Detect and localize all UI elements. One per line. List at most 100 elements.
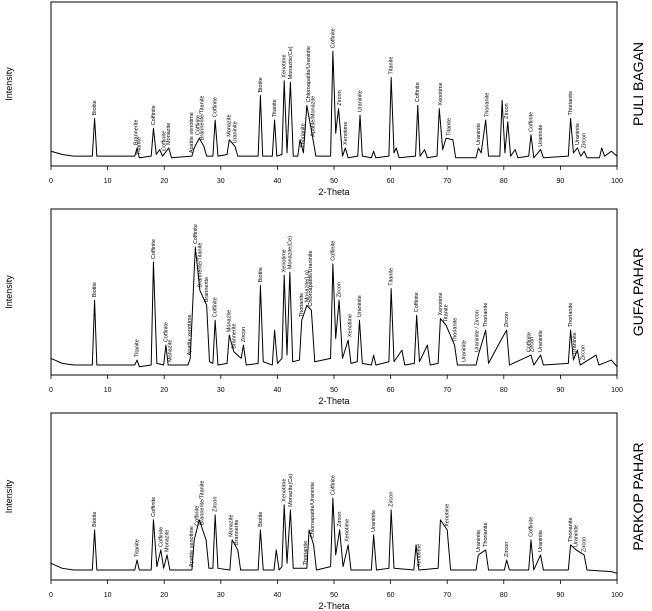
- peak-label: Thorianite: [483, 303, 489, 327]
- peak-label: Monazite: [227, 114, 233, 136]
- pattern-line: [50, 246, 618, 368]
- pattern-line: [50, 497, 618, 574]
- peak-label: Xenotime: [343, 122, 349, 145]
- panel-title: GUFA PAHAR: [630, 248, 646, 336]
- peak-label: Brannerite: [234, 520, 240, 545]
- peak-label: Zircon: [504, 103, 510, 118]
- x-tick-label: 100: [611, 387, 623, 394]
- y-axis-label: Intensity: [4, 67, 14, 101]
- y-axis-label: Intensity: [4, 275, 14, 309]
- peak-label: Monazite(La): [304, 270, 310, 302]
- peak-label: Monazite(Ce): [288, 474, 294, 507]
- x-tick-label: 80: [500, 592, 508, 599]
- peak-label: Titanite: [389, 57, 395, 75]
- peak-label: Brannerite: [204, 277, 210, 302]
- peak-label: Thorianite: [568, 303, 574, 327]
- x-tick-label: 90: [557, 592, 565, 599]
- x-tick-label: 60: [387, 178, 395, 185]
- x-tick-label: 60: [387, 387, 395, 394]
- x-tick-label: 0: [49, 592, 53, 599]
- peak-label: Uraninite: [572, 332, 578, 354]
- peak-label: Apatite xenotime: [189, 526, 195, 567]
- peak-label: Uraninite: [476, 123, 482, 145]
- x-tick-label: 0: [49, 178, 53, 185]
- peak-label: Chloroapatite/Uraninite: [310, 482, 316, 538]
- x-tick-label: 20: [160, 387, 168, 394]
- peak-label: Uraninite: [371, 510, 377, 532]
- x-tick-label: 50: [330, 387, 338, 394]
- peak-label: Brannerite/Titanite: [197, 243, 203, 288]
- peak-label: Biotite: [92, 512, 98, 527]
- peak-label: Xenotime: [282, 479, 288, 502]
- x-tick-label: 50: [330, 178, 338, 185]
- peak-label: Biotite: [92, 100, 98, 115]
- x-tick-label: 70: [443, 178, 451, 185]
- peak-label: Zircon: [530, 337, 536, 352]
- peak-label: Zircon: [582, 537, 588, 552]
- peak-label: Titanite: [272, 99, 278, 117]
- peak-label: Coffinite: [194, 506, 200, 526]
- peak-label: Zircon: [582, 133, 588, 148]
- peak-label: Zircon: [580, 345, 586, 360]
- peak-label: Biotite: [258, 267, 264, 282]
- peak-label: Monazite: [228, 515, 234, 537]
- peak-label: Apatite xenotime: [187, 314, 193, 355]
- peak-label: Coffinite: [528, 112, 534, 132]
- x-tick-label: 10: [104, 592, 112, 599]
- peak-label: Thorianite: [303, 541, 309, 565]
- peak-label: Xenotime: [282, 54, 288, 77]
- peak-label: Coffinite: [415, 82, 421, 102]
- peak-label: Thorianite: [568, 517, 574, 541]
- pattern-line: [50, 50, 618, 159]
- peak-label: Uraninite: [538, 530, 544, 552]
- peak-label: Xenotime: [282, 249, 288, 272]
- peak-label: Coffinite: [162, 131, 168, 151]
- peak-label: Thorianite: [453, 318, 459, 342]
- peak-label: Coffinite: [193, 224, 199, 244]
- peak-label: Titanite: [134, 339, 140, 357]
- peak-label: Uraninite / Zircon: [475, 310, 481, 352]
- peak-label: Thorianite: [483, 522, 489, 546]
- x-tick-label: 40: [274, 387, 282, 394]
- peak-label: Coffinite: [151, 497, 157, 517]
- peak-label: Xenotime: [416, 544, 422, 567]
- peak-label: Brannerite: [133, 120, 139, 145]
- peak-label: Coffinite: [158, 527, 164, 547]
- peak-label: Coffinite: [151, 105, 157, 125]
- peak-label: Titanite: [137, 137, 143, 155]
- peak-label: Thorianite: [299, 293, 305, 317]
- peak-label: Biotite: [258, 512, 264, 527]
- x-axis-label: 2-Theta: [318, 187, 349, 197]
- peak-label: Coffinite: [163, 322, 169, 342]
- peak-label: Chloroapatite/Uraninite: [306, 46, 312, 102]
- peak-label: Zircon: [504, 542, 510, 557]
- peak-label: Titanite: [444, 304, 450, 322]
- peak-label: Coffinite: [330, 475, 336, 495]
- peak-label: Coffinite: [330, 28, 336, 48]
- peak-label: Xenotime: [347, 314, 353, 337]
- peak-label: Zircon: [337, 512, 343, 527]
- x-tick-label: 20: [160, 178, 168, 185]
- peak-label: Apatite xenotime: [189, 112, 195, 153]
- peak-label: Chloroapatite/Uraninite: [308, 250, 314, 306]
- x-tick-label: 20: [160, 592, 168, 599]
- peak-label: Uraninite: [574, 525, 580, 547]
- peak-label: Uraninite: [538, 125, 544, 147]
- y-axis-label: Intensity: [4, 479, 14, 513]
- x-tick-label: 40: [274, 178, 282, 185]
- peak-label: Zircon: [241, 327, 247, 342]
- x-tick-label: 80: [500, 178, 508, 185]
- peak-label: Zircon: [389, 492, 395, 507]
- x-tick-label: 10: [104, 387, 112, 394]
- peak-label: Titanite: [134, 539, 140, 557]
- peak-label: Titanite: [446, 118, 452, 136]
- x-tick-label: 50: [330, 592, 338, 599]
- x-tick-label: 90: [557, 387, 565, 394]
- x-tick-label: 100: [611, 592, 623, 599]
- peak-label: Xenotime: [438, 292, 444, 315]
- peak-label: Monazite(Ce): [287, 236, 293, 269]
- peak-label: Monazite: [164, 530, 170, 552]
- peak-label: Xenotime: [344, 519, 350, 542]
